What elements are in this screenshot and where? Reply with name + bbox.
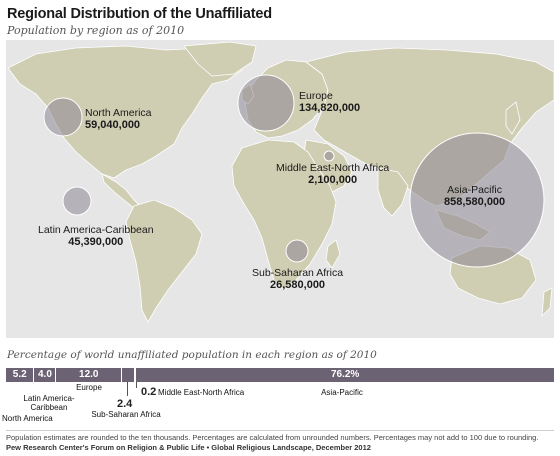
region-population: 2,100,000 bbox=[308, 174, 358, 186]
bar-value-middle-east: 0.2 bbox=[141, 386, 157, 398]
region-name: Europe bbox=[299, 90, 333, 102]
bubble-middle-east bbox=[323, 150, 335, 162]
chart-title: Regional Distribution of the Unaffiliate… bbox=[7, 6, 272, 22]
region-population: 59,040,000 bbox=[85, 119, 141, 131]
chart-subtitle: Population by region as of 2010 bbox=[7, 24, 185, 37]
land-india bbox=[377, 167, 409, 217]
bubble-sub-saharan-africa bbox=[285, 239, 309, 263]
bar-label-latin-america: Latin America-Caribbean bbox=[23, 394, 75, 412]
label-europe: Europe 134,820,000 bbox=[299, 90, 360, 114]
tick-sub-saharan-africa bbox=[127, 382, 128, 396]
land-greenland bbox=[183, 41, 257, 77]
region-name: Asia-Pacific bbox=[447, 184, 503, 196]
bar-segment: 5.2 bbox=[6, 368, 35, 382]
bar-label-asia-pacific: Asia-Pacific bbox=[321, 388, 363, 397]
bar-segment bbox=[135, 368, 137, 382]
bar-label-north-america: North America bbox=[2, 414, 53, 423]
region-population: 45,390,000 bbox=[68, 236, 124, 248]
world-map-svg bbox=[7, 41, 554, 323]
bar-label-sub-saharan-africa: Sub-Saharan Africa bbox=[91, 410, 161, 419]
land-central-america bbox=[101, 173, 141, 209]
bubble-europe bbox=[237, 74, 295, 132]
footnote-divider bbox=[6, 430, 554, 431]
bar-segment: 4.0 bbox=[34, 368, 57, 382]
region-population: 858,580,000 bbox=[444, 196, 506, 208]
bar-label-middle-east: Middle East-North Africa bbox=[158, 388, 245, 397]
land-madagascar bbox=[325, 239, 341, 269]
region-population: 134,820,000 bbox=[299, 102, 361, 114]
label-latin-america: Latin America-Caribbean 45,390,000 bbox=[38, 224, 154, 248]
bar-label-europe: Europe bbox=[76, 383, 102, 392]
region-population: 26,580,000 bbox=[270, 279, 326, 291]
land-new-zealand bbox=[541, 287, 553, 318]
bar-segment bbox=[122, 368, 136, 382]
label-north-america: North America 59,040,000 bbox=[85, 107, 152, 131]
bar-segment: 12.0 bbox=[56, 368, 123, 382]
bubbles bbox=[43, 74, 545, 268]
source-line: Pew Research Center's Forum on Religion … bbox=[6, 443, 371, 452]
label-middle-east: Middle East-North Africa 2,100,000 bbox=[276, 162, 389, 186]
land-south-america bbox=[125, 199, 203, 323]
region-name: Sub-Saharan Africa bbox=[252, 267, 344, 279]
world-map: North America 59,040,000 Latin America-C… bbox=[6, 40, 554, 338]
region-name: North America bbox=[85, 107, 152, 119]
land-japan bbox=[505, 101, 521, 135]
label-asia-pacific: Asia-Pacific 858,580,000 bbox=[444, 184, 505, 208]
share-bar: 5.2 4.0 12.0 76.2% bbox=[6, 368, 554, 382]
bubble-north-america bbox=[43, 97, 83, 137]
bar-segment: 76.2% bbox=[330, 369, 360, 380]
bar-title: Percentage of world unaffiliated populat… bbox=[7, 349, 377, 361]
region-name: Middle East-North Africa bbox=[276, 162, 390, 174]
footnote: Population estimates are rounded to the … bbox=[6, 433, 539, 442]
bubble-asia-pacific bbox=[409, 132, 545, 268]
tick-middle-east bbox=[136, 382, 137, 388]
bar-value-sub-saharan-africa: 2.4 bbox=[117, 398, 133, 410]
region-name: Latin America-Caribbean bbox=[38, 224, 154, 236]
label-sub-saharan-africa: Sub-Saharan Africa 26,580,000 bbox=[252, 267, 343, 291]
bubble-latin-america bbox=[62, 186, 92, 216]
land-africa bbox=[231, 139, 337, 291]
